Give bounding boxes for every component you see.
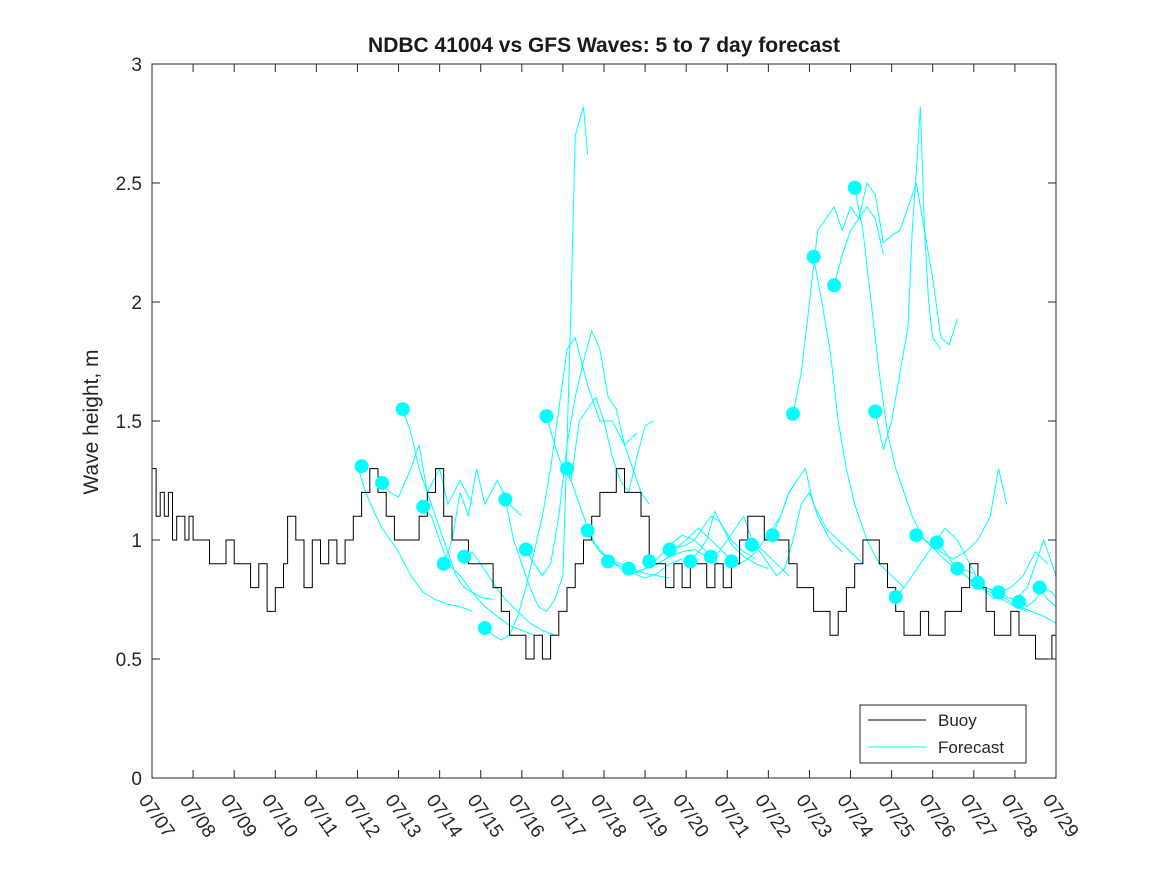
- forecast-marker: [560, 461, 574, 476]
- forecast-marker: [662, 542, 677, 557]
- forecast-marker: [375, 475, 390, 490]
- y-tick-label: 2: [131, 293, 142, 314]
- forecast-marker: [642, 554, 657, 569]
- forecast-line: [772, 467, 864, 565]
- legend-box: [859, 704, 1027, 764]
- forecast-line: [525, 329, 650, 577]
- forecast-marker: [477, 621, 492, 636]
- forecast-marker: [703, 549, 718, 564]
- forecast-marker: [539, 409, 554, 424]
- forecast-marker: [950, 561, 965, 576]
- forecast-marker: [888, 590, 903, 605]
- forecast-line: [916, 468, 1008, 560]
- forecast-marker: [744, 537, 759, 552]
- forecast-marker: [724, 554, 739, 569]
- forecast-line: [381, 444, 473, 506]
- forecast-line: [874, 106, 942, 450]
- forecast-marker: [868, 404, 883, 419]
- forecast-marker: [827, 278, 842, 293]
- forecast-line: [669, 515, 757, 560]
- y-tick-label: 1.5: [116, 412, 142, 433]
- forecast-line: [854, 187, 974, 574]
- forecast-marker: [1032, 580, 1047, 595]
- y-tick-label: 1: [131, 531, 142, 552]
- legend-buoy-label: Buoy: [938, 711, 977, 730]
- y-tick-label: 2.5: [116, 174, 142, 195]
- forecast-line: [628, 548, 720, 574]
- y-tick-label: 0.5: [116, 650, 142, 671]
- forecast-marker: [498, 492, 513, 507]
- forecast-line: [689, 510, 769, 570]
- forecast-line: [422, 506, 535, 636]
- forecast-marker: [457, 549, 472, 564]
- forecast-marker: [991, 585, 1006, 600]
- forecast-marker: [786, 406, 800, 421]
- chart-title: NDBC 41004 vs GFS Waves: 5 to 7 day fore…: [368, 34, 840, 57]
- legend: Buoy Forecast: [859, 704, 1027, 764]
- forecast-marker: [354, 459, 369, 474]
- y-tick-label: 0: [131, 769, 142, 790]
- forecast-marker: [806, 249, 821, 264]
- forecast-line: [464, 551, 555, 636]
- forecast-marker: [765, 528, 780, 543]
- forecast-marker: [847, 180, 862, 195]
- forecast-marker: [970, 575, 985, 590]
- forecast-marker: [929, 535, 944, 550]
- forecast-marker: [601, 554, 616, 569]
- forecast-line: [792, 205, 884, 414]
- forecast-line: [649, 527, 736, 565]
- forecast-marker: [436, 556, 451, 571]
- forecast-line: [833, 181, 958, 346]
- forecast-line: [504, 106, 589, 613]
- forecast-line: [751, 491, 843, 577]
- forecast-marker: [416, 499, 431, 514]
- forecast-marker: [518, 542, 533, 557]
- y-tick-label: 3: [131, 55, 142, 76]
- forecast-line: [998, 538, 1057, 601]
- forecast-marker: [395, 402, 410, 417]
- forecast-marker: [909, 528, 924, 543]
- plot-area: [152, 106, 1057, 660]
- legend-forecast-label: Forecast: [938, 738, 1004, 757]
- forecast-line: [357, 466, 473, 612]
- forecast-marker: [1012, 594, 1026, 609]
- forecast-marker: [683, 554, 698, 569]
- forecast-marker: [621, 561, 636, 576]
- forecast-marker: [580, 523, 595, 538]
- buoy-line: [152, 468, 1056, 660]
- forecast-line: [813, 256, 905, 588]
- forecast-line: [710, 515, 790, 577]
- y-axis-label: Wave height, m: [80, 349, 103, 494]
